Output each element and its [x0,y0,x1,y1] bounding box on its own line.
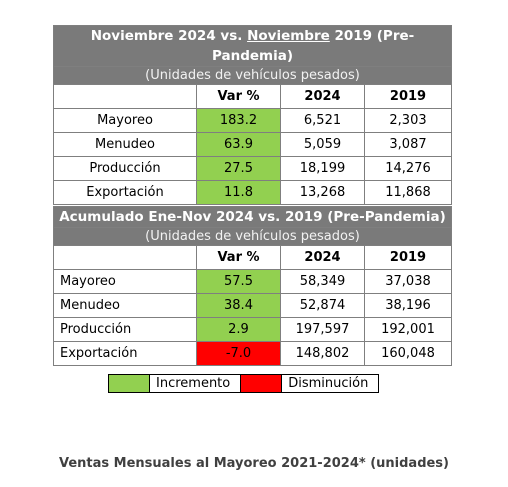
table-title-row: Acumulado Ene-Nov 2024 vs. 2019 (Pre-Pan… [53,206,452,228]
column-header-var: Var % [196,84,281,109]
value-2019: 192,001 [364,317,452,342]
value-2019: 11,868 [364,180,452,205]
value-2024: 6,521 [280,108,365,133]
row-label: Exportación [53,180,197,205]
figure-caption: Ventas Mensuales al Mayoreo 2021-2024* (… [58,456,449,471]
table-row: Menudeo 38.4 52,874 38,196 [53,293,452,318]
var-cell: 11.8 [196,180,281,205]
decrement-label: Disminución [288,376,369,391]
var-cell: -7.0 [196,341,281,366]
value-2019: 160,048 [364,341,452,366]
table-row: Producción 2.9 197,597 192,001 [53,317,452,342]
var-cell: 2.9 [196,317,281,342]
table-row: Mayoreo 57.5 58,349 37,038 [53,269,452,294]
decrement-swatch [241,375,283,392]
table-row: Producción 27.5 18,199 14,276 [53,156,452,181]
value-2024: 13,268 [280,180,365,205]
row-label: Mayoreo [53,108,197,133]
value-2019: 38,196 [364,293,452,318]
increment-label: Incremento [156,376,231,391]
table-row: Exportación 11.8 13,268 11,868 [53,180,452,205]
legend-increment: Incremento [108,374,242,393]
var-cell: 63.9 [196,132,281,157]
column-header-row: Var % 2024 2019 [53,245,452,270]
cumulative-comparison-table: Acumulado Ene-Nov 2024 vs. 2019 (Pre-Pan… [53,206,452,366]
value-2019: 37,038 [364,269,452,294]
column-header-2019: 2019 [364,245,452,270]
table-subtitle-row: (Unidades de vehículos pesados) [53,227,452,246]
value-2024: 197,597 [280,317,365,342]
color-legend: Incremento Disminución [108,374,380,393]
value-2019: 14,276 [364,156,452,181]
table-title: Acumulado Ene-Nov 2024 vs. 2019 (Pre-Pan… [53,206,452,228]
value-2019: 3,087 [364,132,452,157]
legend-decrement: Disminución [241,374,380,393]
column-header-var: Var % [196,245,281,270]
row-label: Producción [53,156,197,181]
row-label: Producción [53,317,197,342]
var-cell: 38.4 [196,293,281,318]
table-subtitle-row: (Unidades de vehículos pesados) [53,66,452,85]
table-row: Mayoreo 183.2 6,521 2,303 [53,108,452,133]
value-2024: 58,349 [280,269,365,294]
value-2024: 52,874 [280,293,365,318]
column-header-2024: 2024 [280,84,365,109]
row-label: Exportación [53,341,197,366]
column-header-2024: 2024 [280,245,365,270]
table-subtitle: (Unidades de vehículos pesados) [53,227,452,246]
value-2024: 5,059 [280,132,365,157]
var-cell: 27.5 [196,156,281,181]
row-label: Menudeo [53,132,197,157]
value-2024: 18,199 [280,156,365,181]
value-2024: 148,802 [280,341,365,366]
row-label: Menudeo [53,293,197,318]
value-2019: 2,303 [364,108,452,133]
table-subtitle: (Unidades de vehículos pesados) [53,66,452,85]
row-label: Mayoreo [53,269,197,294]
table-title: Noviembre 2024 vs. Noviembre 2019 (Pre-P… [53,25,452,67]
november-comparison-table: Noviembre 2024 vs. Noviembre 2019 (Pre-P… [53,25,452,205]
var-cell: 183.2 [196,108,281,133]
table-row: Menudeo 63.9 5,059 3,087 [53,132,452,157]
var-cell: 57.5 [196,269,281,294]
column-header-2019: 2019 [364,84,452,109]
table-row: Exportación -7.0 148,802 160,048 [53,341,452,366]
table-title-row: Noviembre 2024 vs. Noviembre 2019 (Pre-P… [53,25,452,67]
column-header-row: Var % 2024 2019 [53,84,452,109]
increment-swatch [109,375,150,392]
